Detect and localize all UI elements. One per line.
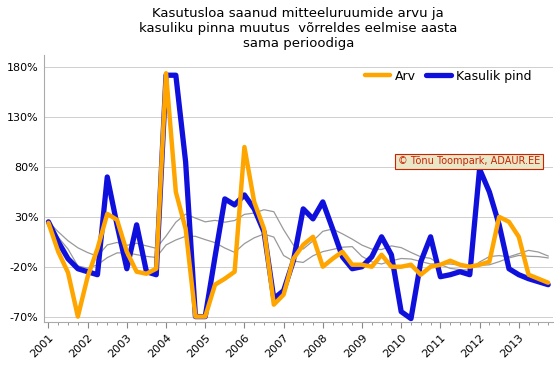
Kasulik pind xyxy=(408,316,414,321)
Kasulik pind xyxy=(290,258,297,263)
Kasulik pind xyxy=(358,265,365,269)
Kasulik pind xyxy=(231,203,238,207)
Arv xyxy=(300,243,306,247)
Arv xyxy=(388,265,395,269)
Kasulik pind xyxy=(319,200,326,204)
Kasulik pind xyxy=(45,220,52,224)
Arv xyxy=(368,265,375,269)
Legend: Arv, Kasulik pind: Arv, Kasulik pind xyxy=(365,70,531,82)
Kasulik pind xyxy=(85,269,91,274)
Arv xyxy=(162,71,169,75)
Kasulik pind xyxy=(378,235,385,239)
Text: © Tõnu Toompark, ADAUR.EE: © Tõnu Toompark, ADAUR.EE xyxy=(398,157,540,167)
Arv xyxy=(545,280,552,285)
Arv xyxy=(94,247,101,251)
Line: Arv: Arv xyxy=(49,73,548,317)
Arv xyxy=(74,314,81,319)
Line: Kasulik pind: Kasulik pind xyxy=(49,75,548,318)
Arv xyxy=(45,221,52,225)
Title: Kasutusloa saanud mitteeluruumide arvu ja
kasuliku pinna muutus  võrreldes eelmi: Kasutusloa saanud mitteeluruumide arvu j… xyxy=(139,7,458,50)
Kasulik pind xyxy=(162,73,169,78)
Kasulik pind xyxy=(545,283,552,287)
Arv xyxy=(329,257,336,261)
Arv xyxy=(241,145,248,149)
